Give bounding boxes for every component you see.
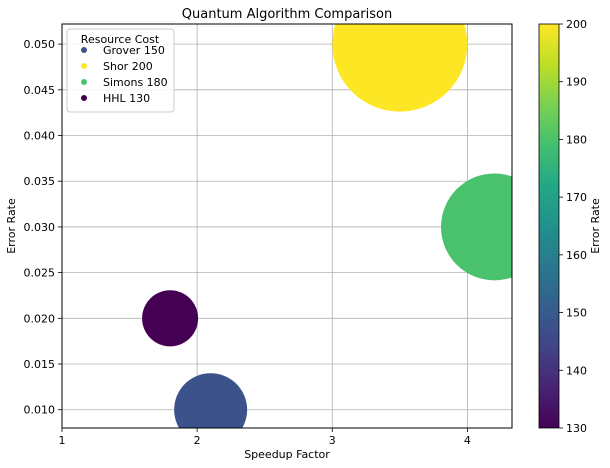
legend-marker xyxy=(81,79,87,85)
y-tick-label: 0.010 xyxy=(24,404,56,417)
data-point-grover xyxy=(174,373,248,428)
data-points xyxy=(142,24,512,428)
colorbar-tick-label: 150 xyxy=(566,307,587,320)
x-axis-label: Speedup Factor xyxy=(244,448,330,461)
legend-entry: HHL 130 xyxy=(103,92,150,105)
colorbar-tick-label: 200 xyxy=(566,18,587,31)
colorbar-tick-label: 160 xyxy=(566,249,587,262)
legend-entry: Shor 200 xyxy=(103,60,153,73)
colorbar-label: Error Rate xyxy=(589,198,602,254)
y-tick-label: 0.015 xyxy=(24,358,56,371)
legend: Resource Cost Grover 150 Shor 200 Simons 1… xyxy=(66,28,175,113)
plot-area-frame xyxy=(61,23,513,429)
colorbar: 130 140 150 160 170 180 190 200 Error Rate xyxy=(538,18,602,435)
y-tick-label: 0.020 xyxy=(24,312,56,325)
legend-entry: Grover 150 xyxy=(103,44,165,57)
x-tick-label: 3 xyxy=(329,434,336,447)
colorbar-tick-label: 180 xyxy=(566,133,587,146)
legend-marker xyxy=(81,63,87,69)
colorbar-tick-label: 190 xyxy=(566,76,587,89)
legend-entries: Grover 150 Shor 200 Simons 180 HHL 130 xyxy=(81,44,168,105)
y-tick-label: 0.040 xyxy=(24,130,56,143)
legend-marker xyxy=(81,95,87,101)
data-point-simons xyxy=(441,173,512,281)
colorbar-tick-label: 130 xyxy=(566,422,587,435)
colorbar-ticks: 130 140 150 160 170 180 190 200 xyxy=(559,18,587,435)
x-tick-label: 2 xyxy=(194,434,201,447)
y-tick-label: 0.035 xyxy=(24,175,56,188)
x-axis-ticks: 1 2 3 4 xyxy=(59,428,471,447)
legend-box xyxy=(66,28,175,113)
colorbar-tick-label: 140 xyxy=(566,364,587,377)
x-tick-label: 1 xyxy=(59,434,66,447)
y-tick-label: 0.045 xyxy=(24,84,56,97)
data-point-hhl xyxy=(142,290,199,347)
y-tick-label: 0.025 xyxy=(24,267,56,280)
legend-marker xyxy=(81,47,87,53)
colorbar-tick-label: 170 xyxy=(566,191,587,204)
legend-title: Resource Cost xyxy=(81,33,160,46)
y-tick-label: 0.030 xyxy=(24,221,56,234)
chart-title: Quantum Algorithm Comparison xyxy=(182,7,392,22)
legend-entry: Simons 180 xyxy=(103,76,168,89)
colorbar-gradient xyxy=(538,23,560,429)
y-tick-label: 0.050 xyxy=(24,38,56,51)
x-tick-label: 4 xyxy=(464,434,471,447)
y-axis-label: Error Rate xyxy=(5,198,18,254)
data-point-shor xyxy=(332,24,468,112)
y-axis-ticks: 0.010 0.015 0.020 0.025 0.030 0.035 0.040 0.045… xyxy=(24,38,62,417)
